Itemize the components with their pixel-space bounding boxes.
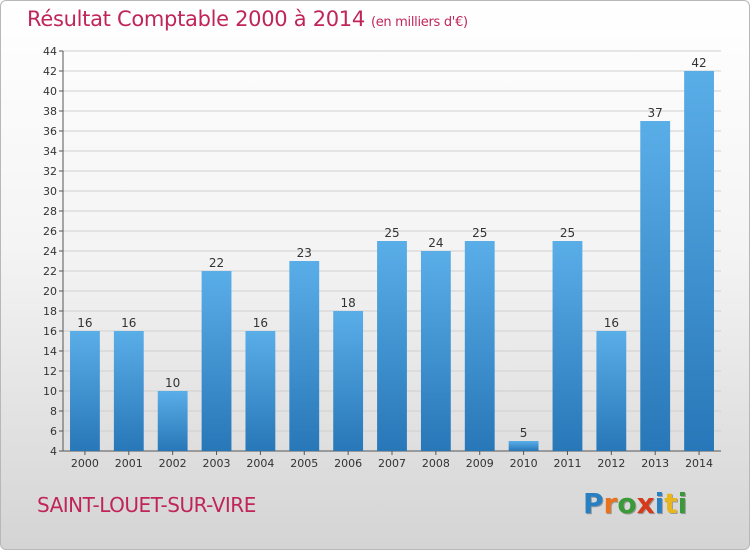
logo-letter: r <box>603 487 618 520</box>
y-tick-label: 10 <box>43 385 57 398</box>
bar <box>596 331 627 451</box>
title-text: Résultat Comptable 2000 à 2014 <box>27 7 365 31</box>
chart-title: Résultat Comptable 2000 à 2014 (en millie… <box>27 7 468 31</box>
x-tick-label: 2000 <box>71 457 99 470</box>
data-label: 10 <box>165 376 180 390</box>
data-label: 25 <box>560 226 575 240</box>
y-tick-label: 14 <box>43 345 57 358</box>
bar <box>552 241 583 451</box>
chart-subtitle: (en milliers d'€) <box>370 15 468 30</box>
bar <box>201 271 232 451</box>
y-tick-label: 26 <box>43 225 57 238</box>
logo-letter: i <box>654 487 665 520</box>
bar <box>684 71 714 451</box>
x-tick-label: 2010 <box>510 457 538 470</box>
x-tick-label: 2013 <box>641 457 669 470</box>
data-label: 16 <box>253 316 268 330</box>
y-tick-label: 22 <box>43 265 57 278</box>
y-tick-label: 30 <box>43 185 57 198</box>
data-label: 25 <box>384 226 399 240</box>
x-tick-label: 2011 <box>553 457 581 470</box>
y-tick-label: 32 <box>43 165 57 178</box>
data-label: 25 <box>472 226 487 240</box>
x-tick-label: 2009 <box>466 457 494 470</box>
logo-letter: x <box>636 487 655 520</box>
data-label: 24 <box>428 236 443 250</box>
logo-letter: P <box>583 487 604 520</box>
y-tick-label: 34 <box>43 145 57 158</box>
data-label: 16 <box>121 316 136 330</box>
bar <box>464 241 495 451</box>
data-label: 37 <box>648 106 663 120</box>
data-label: 16 <box>604 316 619 330</box>
x-tick-label: 2005 <box>290 457 318 470</box>
y-tick-label: 16 <box>43 325 57 338</box>
proxiti-logo: Proxiti <box>583 487 687 520</box>
y-tick-label: 18 <box>43 305 57 318</box>
logo-letter: i <box>677 487 688 520</box>
x-tick-label: 2004 <box>246 457 274 470</box>
bar <box>333 311 364 451</box>
bar <box>420 251 451 451</box>
x-tick-label: 2008 <box>422 457 450 470</box>
x-tick-label: 2006 <box>334 457 362 470</box>
data-label: 23 <box>297 246 312 260</box>
bar <box>113 331 144 451</box>
x-tick-label: 2012 <box>597 457 625 470</box>
bar <box>508 441 539 451</box>
x-tick-label: 2014 <box>685 457 713 470</box>
location-name: SAINT-LOUET-SUR-VIRE <box>37 493 256 517</box>
y-tick-label: 38 <box>43 105 57 118</box>
y-tick-label: 12 <box>43 365 57 378</box>
bar <box>640 121 671 451</box>
x-tick-label: 2002 <box>159 457 187 470</box>
data-label: 42 <box>691 56 706 70</box>
bar <box>245 331 276 451</box>
y-tick-label: 28 <box>43 205 57 218</box>
bar <box>289 261 320 451</box>
y-tick-label: 36 <box>43 125 57 138</box>
y-tick-label: 42 <box>43 65 57 78</box>
y-tick-label: 40 <box>43 85 57 98</box>
data-label: 18 <box>340 296 355 310</box>
data-label: 22 <box>209 256 224 270</box>
data-label: 5 <box>520 426 528 440</box>
x-tick-label: 2007 <box>378 457 406 470</box>
y-tick-label: 6 <box>50 425 57 438</box>
y-tick-label: 8 <box>50 405 57 418</box>
y-tick-label: 24 <box>43 245 57 258</box>
y-tick-label: 44 <box>43 45 57 58</box>
y-tick-label: 20 <box>43 285 57 298</box>
y-tick-label: 4 <box>50 445 57 458</box>
x-tick-label: 2001 <box>115 457 143 470</box>
x-tick-labels: 2000 2001 2002 2003 2004 2005 2006 2007 2008 2009… <box>71 451 713 470</box>
x-tick-label: 2003 <box>203 457 231 470</box>
bar <box>70 331 100 451</box>
bars: 16 16 10 22 16 23 18 25 24 25 5 25 16 37 42 <box>70 56 714 451</box>
logo-letter: t <box>664 487 678 520</box>
data-label: 16 <box>77 316 92 330</box>
bar <box>377 241 407 451</box>
y-tick-labels: 4 6 8 10 12 14 16 18 20 22 24 26 28 30 32 34 36 38 40 42 44 <box>43 45 57 458</box>
logo-letter: o <box>617 487 637 520</box>
bar <box>157 391 188 451</box>
